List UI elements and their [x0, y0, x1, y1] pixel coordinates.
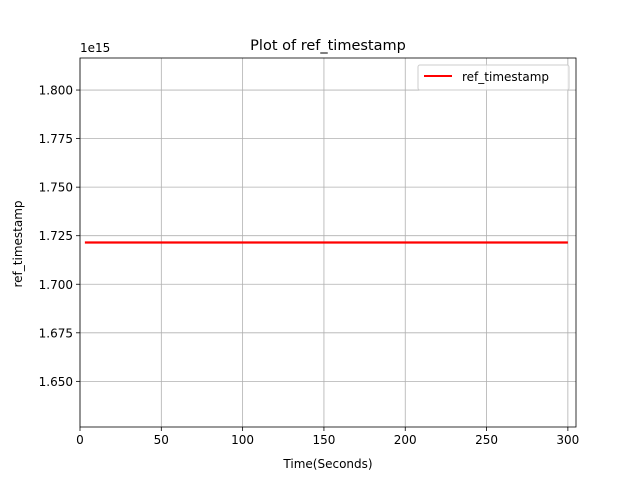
legend: ref_timestamp — [417, 64, 570, 91]
y-axis-label: ref_timestamp — [11, 200, 25, 287]
x-tick-label: 250 — [475, 433, 498, 447]
y-tick-label: 1.700 — [39, 278, 73, 292]
legend-box — [417, 64, 570, 91]
chart-title: Plot of ref_timestamp — [250, 38, 406, 54]
x-tick-label: 100 — [231, 433, 254, 447]
y-tick-label: 1.800 — [39, 84, 73, 98]
y-tick-label: 1.750 — [39, 181, 73, 195]
x-axis-label: Time(Seconds) — [282, 457, 372, 471]
x-tick-label: 300 — [556, 433, 579, 447]
x-tick-label: 200 — [394, 433, 417, 447]
y-axis-offset-label: 1e15 — [80, 41, 110, 55]
y-tick-label: 1.650 — [39, 375, 73, 389]
y-axis-ticks: 1.650 1.675 1.700 1.725 1.750 1.775 1.800 — [39, 84, 80, 389]
y-tick-label: 1.725 — [39, 229, 73, 243]
x-tick-label: 150 — [312, 433, 335, 447]
legend-label: ref_timestamp — [462, 70, 549, 84]
x-tick-label: 0 — [76, 433, 84, 447]
y-tick-label: 1.675 — [39, 326, 73, 340]
x-axis-ticks: 0 50 100 150 200 250 300 — [76, 427, 579, 447]
x-tick-label: 50 — [154, 433, 169, 447]
y-tick-label: 1.775 — [39, 132, 73, 146]
plot-area-frame — [79, 57, 577, 428]
